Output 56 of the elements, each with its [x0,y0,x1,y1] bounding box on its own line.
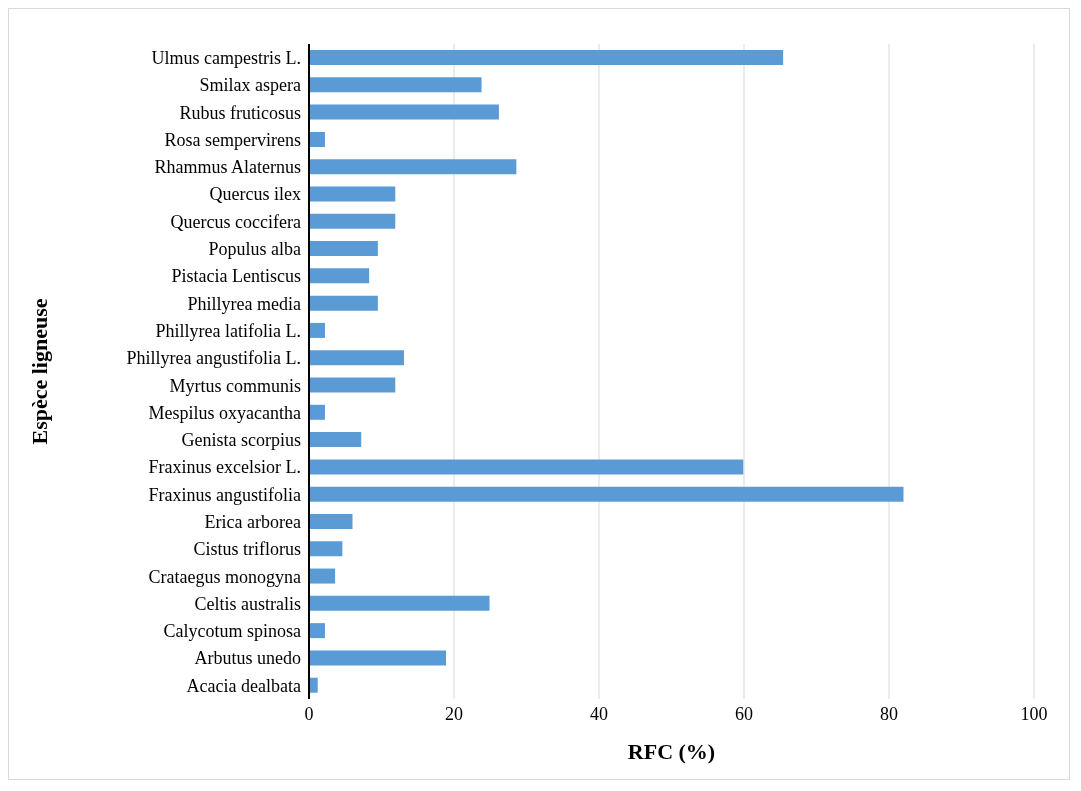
y-tick-label: Rosa sempervirens [164,129,301,150]
bar [309,377,396,393]
bar [309,350,404,366]
y-tick-label: Ulmus campestris L. [151,48,301,69]
y-tick-label: Populus alba [208,239,302,260]
y-tick-label: Phillyrea latifolia L. [155,320,301,341]
y-tick-label: Pistacia Lentiscus [171,266,301,287]
y-tick-label: Calycotum spinosa [163,621,301,642]
x-tick-label: 80 [880,703,898,724]
bar [309,50,784,65]
bar [309,77,482,93]
bar [309,213,396,229]
bar [309,677,318,693]
bar [309,295,378,311]
y-tick-label: Rubus fruticosus [179,102,301,123]
y-tick-label: Cistus triflorus [193,539,301,560]
x-tick-label: 60 [735,703,753,724]
bar [309,568,336,584]
bar [309,459,744,475]
bar [309,595,490,611]
y-tick-label: Myrtus communis [169,375,301,396]
y-tick-label: Genista scorpius [181,430,301,451]
y-axis-title: Espèce ligneuse [26,298,52,445]
y-tick-label: Celtis australis [194,593,301,614]
y-tick-label: Phillyrea media [187,293,302,314]
bar [309,432,362,448]
x-tick-label: 20 [445,703,463,724]
y-tick-label: Quercus coccifera [170,211,301,232]
bar [309,159,517,175]
bar [309,104,499,120]
bar [309,322,325,338]
y-tick-label: Rhammus Alaternus [154,157,301,178]
x-tick-label: 100 [1020,703,1048,724]
y-tick-label: Acacia dealbata [186,675,301,696]
y-tick-label: Crataegus monogyna [148,566,302,587]
y-tick-label: Smilax aspera [199,75,301,96]
bar [309,268,370,284]
y-tick-label: Quercus ilex [209,184,301,205]
y-tick-label: Arbutus unedo [194,648,301,669]
bar [309,186,396,202]
x-tick-label: 40 [590,703,608,724]
y-tick-label: Fraxinus angustifolia [148,484,302,505]
bar [309,486,904,502]
bar [309,131,325,147]
y-tick-label: Fraxinus excelsior L. [148,457,301,478]
y-tick-label: Erica arborea [204,511,301,532]
bar [309,650,447,666]
x-axis-title: RFC (%) [627,739,716,764]
x-tick-label: 0 [304,703,314,724]
bar [309,513,353,529]
y-tick-label: Mespilus oxyacantha [148,402,302,423]
bar [309,541,343,557]
bar [309,404,325,420]
bar [309,241,378,257]
bar [309,623,325,639]
y-tick-label: Phillyrea angustifolia L. [126,348,301,369]
